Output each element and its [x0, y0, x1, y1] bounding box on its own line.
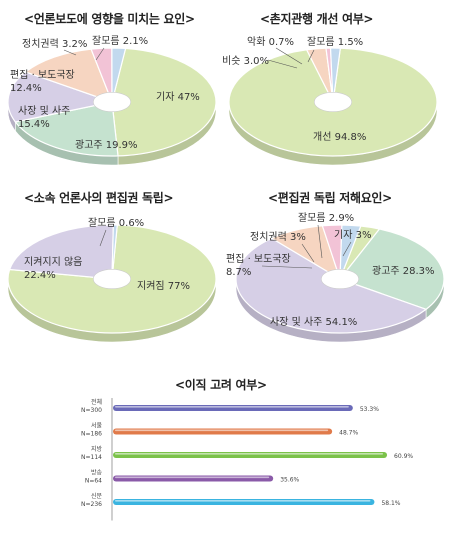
leader-line — [261, 265, 313, 269]
bar-3-value: 35.6% — [280, 477, 299, 484]
bar-1-value: 48.7% — [339, 430, 358, 437]
pie-1-label-0: 개선 94.8% — [313, 131, 366, 143]
pie-0: 기자 47% 광고주 19.9% 사장 및 사주 15.4% 편집 · 보도국장 12.4… — [7, 35, 217, 166]
bar-0-highlight — [115, 406, 349, 408]
bar-4 — [113, 499, 375, 505]
bar-4-highlight — [115, 500, 371, 502]
bar-0-category: 전체 N=300 — [81, 398, 102, 414]
pie-1-slice-3 — [329, 47, 342, 103]
pie-0-slice-2 — [7, 71, 115, 123]
pie-2-label-1: 지켜지지 않음 22.4% — [24, 256, 82, 281]
chart-title-independence: <소속 언론사의 편집권 독립> — [24, 191, 174, 205]
chart-title-influence: <언론보도에 영향을 미치는 요인> — [24, 12, 195, 26]
pie-3-label-1: 광고주 28.3% — [372, 265, 435, 277]
leader-line — [95, 47, 105, 61]
bar-4-value: 58.1% — [381, 500, 400, 507]
leader-line — [342, 241, 352, 257]
pie-3-label-0: 기자 3% — [334, 229, 371, 241]
chart-title-obstacles: <편집권 독립 저해요인> — [268, 191, 392, 205]
pie-3-hole — [320, 268, 360, 290]
bar-4-category: 신문 N=236 — [81, 492, 102, 508]
leader-line — [99, 229, 107, 247]
pie-3-label-5: 잘모름 2.9% — [298, 212, 354, 224]
bar-chart: 53.3% 전체 N=300 48.7% 서울 N=186 60.9% 지방 N=114 35.6… — [81, 398, 413, 521]
leader-line — [307, 49, 315, 63]
pie-3-slice-1 — [339, 228, 445, 311]
bar-2 — [113, 452, 388, 458]
bar-0 — [113, 405, 353, 411]
pie-3: 기자 3% 광고주 28.3% 사장 및 사주 54.1% 편집 · 보도국장 8.7%… — [226, 212, 445, 343]
pie-1-label-1: 비슷 3.0% — [222, 55, 269, 67]
pie-0-label-5: 잘모름 2.1% — [92, 35, 148, 47]
bar-3 — [113, 475, 274, 482]
bar-2-category: 지방 N=114 — [81, 445, 102, 461]
bar-1-highlight — [115, 429, 329, 432]
bar-3-category: 방송 N=64 — [85, 469, 103, 485]
pie-0-slice-3 — [24, 48, 114, 103]
pie-0-label-0: 기자 47% — [156, 91, 200, 103]
leader-line — [301, 243, 315, 263]
pie-0-slice-1 — [14, 101, 119, 157]
chart-title-job-change: <이직 고려 여부> — [175, 378, 267, 392]
pie-0-slice-5 — [111, 47, 127, 103]
bar-1 — [113, 428, 333, 435]
pie-0-label-3: 편집 · 보도국장 12.4% — [10, 69, 75, 94]
leader-line — [267, 59, 298, 69]
leader-line — [275, 47, 303, 65]
bar-0-value: 53.3% — [360, 406, 379, 413]
pie-2-hole — [92, 268, 132, 290]
pie-3-slice-5 — [339, 224, 362, 280]
pie-1-label-3: 잘모름 1.5% — [307, 36, 363, 48]
bar-3-highlight — [115, 476, 270, 479]
bar-1-category: 서울 N=186 — [81, 422, 102, 438]
pie-0-label-4: 정치권력 3.2% — [22, 38, 87, 50]
pie-3-label-4: 정치권력 3% — [250, 231, 306, 243]
pie-3-label-3: 편집 · 보도국장 8.7% — [226, 253, 291, 278]
bar-2-value: 60.9% — [394, 453, 413, 460]
pie-2-label-0: 지켜짐 77% — [137, 280, 190, 292]
pie-2-slice-2 — [111, 224, 118, 280]
pie-0-slice-0 — [111, 47, 217, 157]
chart-title-bribe: <촌지관행 개선 여부> — [260, 12, 374, 26]
pie-1-label-2: 악화 0.7% — [247, 36, 294, 48]
pie-0-hole — [92, 91, 132, 113]
pie-0-label-1: 광고주 19.9% — [75, 139, 138, 151]
bar-2-highlight — [115, 453, 384, 455]
pie-2-label-2: 잘모름 0.6% — [88, 217, 144, 229]
pie-0-label-2: 사장 및 사주 15.4% — [18, 105, 70, 130]
pie-3-label-2: 사장 및 사주 54.1% — [270, 316, 357, 328]
pie-2-slice-1 — [8, 224, 114, 280]
leader-line — [63, 49, 77, 56]
pie-2: 지켜짐 77% 지켜지지 않음 22.4% 잘모름 0.6% — [7, 217, 217, 343]
leader-line — [317, 224, 323, 259]
pie-1: 개선 94.8% 비슷 3.0% 악화 0.7% 잘모름 1.5% — [222, 36, 438, 166]
pie-1-hole — [313, 91, 353, 113]
